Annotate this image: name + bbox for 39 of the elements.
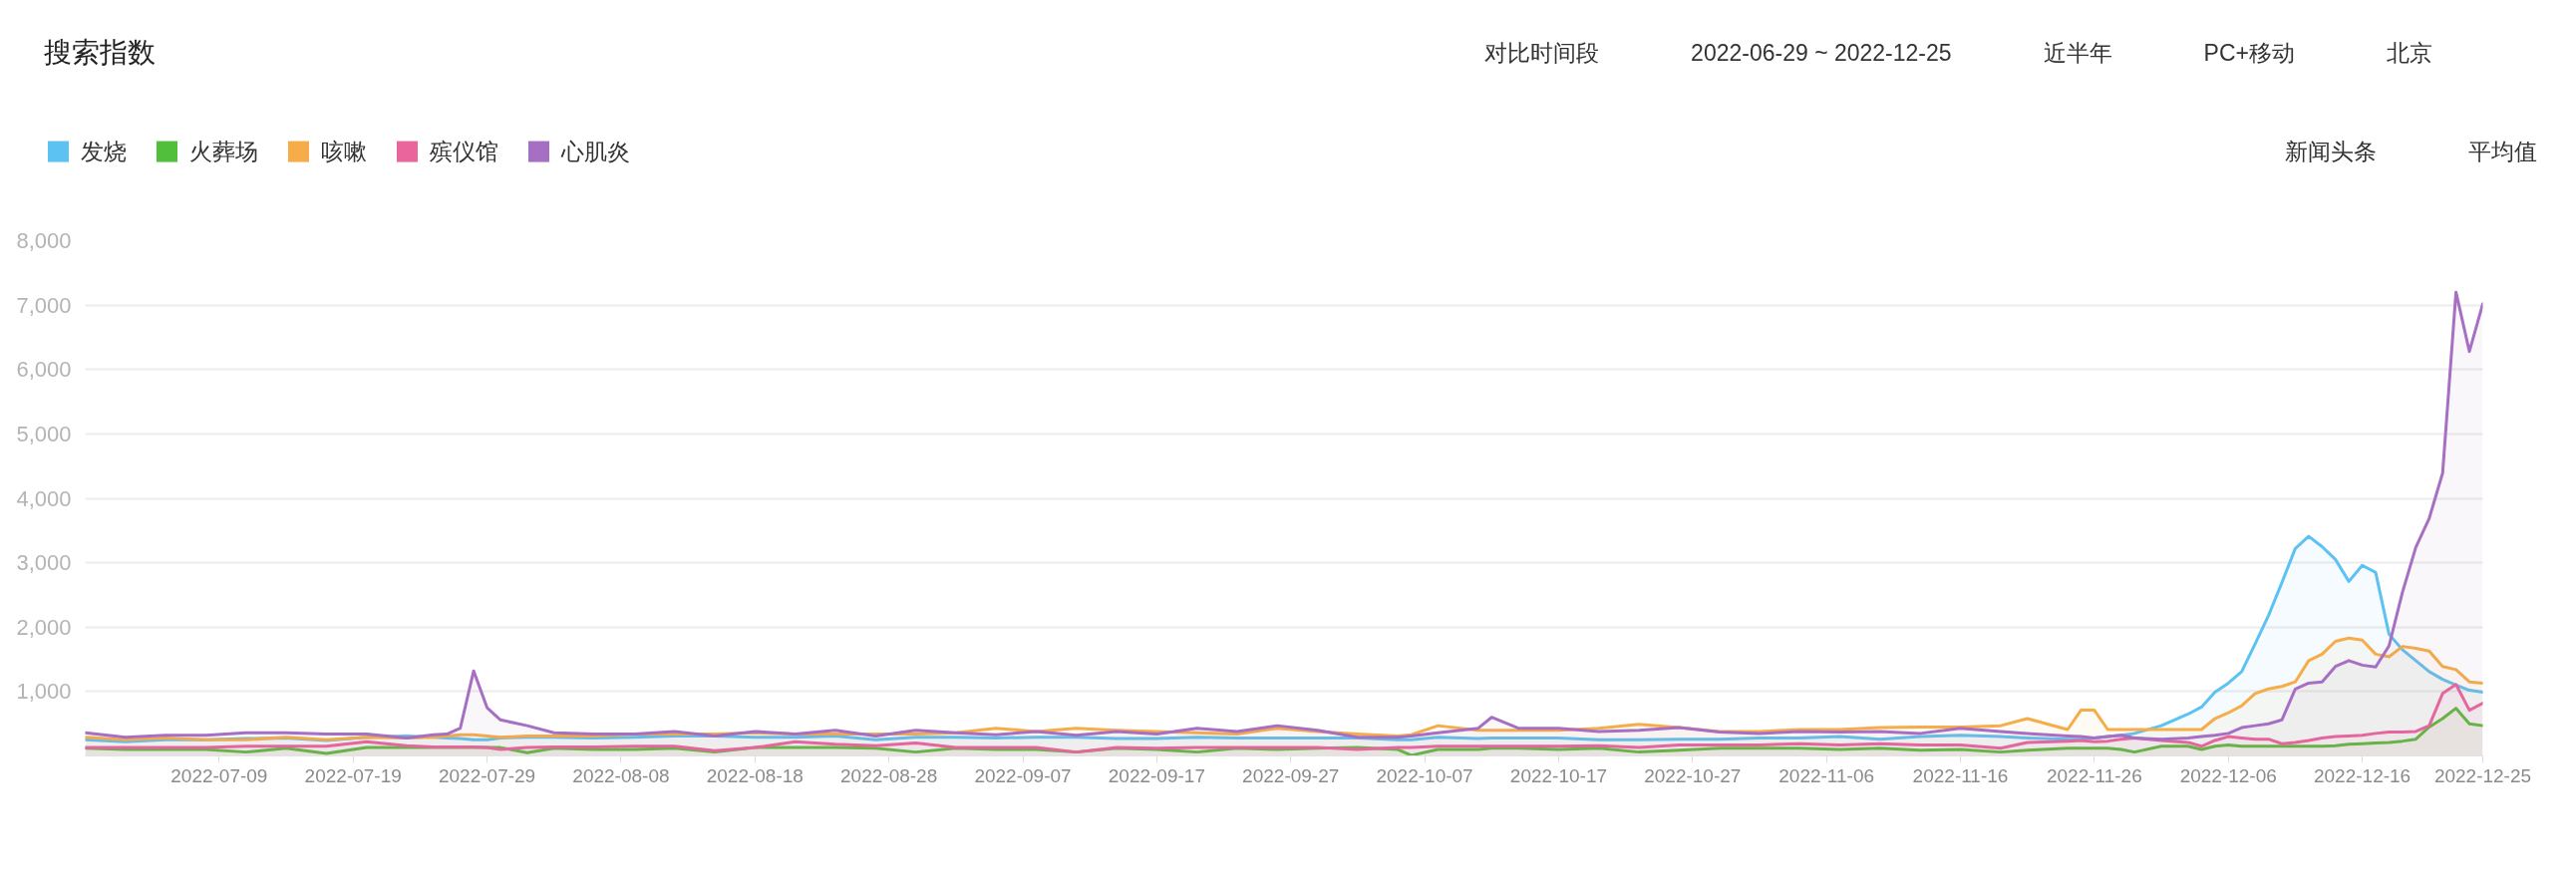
x-tick-label: 2022-10-07 — [1376, 764, 1473, 786]
x-tick-label: 2022-09-07 — [974, 764, 1072, 786]
y-tick-label: 8,000 — [16, 228, 72, 253]
legend-label: 发烧 — [81, 137, 127, 166]
x-tick-label: 2022-07-29 — [438, 764, 536, 786]
y-tick-label: 4,000 — [16, 485, 72, 511]
x-tick-label: 2022-12-25 — [2433, 764, 2532, 786]
x-tick-label: 2022-11-06 — [1778, 764, 1875, 786]
y-tick-label: 2,000 — [16, 614, 72, 640]
y-tick-label: 7,000 — [16, 292, 72, 318]
y-tick-label: 1,000 — [16, 679, 72, 705]
y-tick-label: 6,000 — [16, 357, 72, 383]
legend-label: 火葬场 — [189, 137, 258, 166]
x-tick-label: 2022-11-26 — [2046, 764, 2142, 786]
legend-label: 咳嗽 — [321, 137, 367, 166]
x-tick-label: 2022-09-17 — [1108, 764, 1205, 786]
x-tick-label: 2022-08-18 — [706, 764, 804, 786]
y-tick-label: 3,000 — [16, 550, 72, 576]
text: 平均值 — [2468, 137, 2537, 166]
y-tick-label: 5,000 — [16, 421, 72, 446]
x-tick-label: 2022-10-17 — [1509, 764, 1608, 786]
x-tick-label: 2022-12-06 — [2179, 764, 2277, 786]
x-tick-label: 2022-11-16 — [1912, 764, 2009, 786]
text: 对比时间段 — [1484, 38, 1600, 68]
x-tick-label: 2022-12-16 — [2313, 764, 2412, 786]
text: PC+移动 — [2203, 38, 2295, 68]
legend-label: 心肌炎 — [561, 137, 630, 166]
x-tick-label: 2022-08-08 — [572, 764, 670, 786]
x-tick-label: 2022-07-09 — [170, 764, 268, 786]
text: 近半年 — [2043, 38, 2112, 68]
text: 2022-06-29 ~ 2022-12-25 — [1691, 38, 1952, 68]
text: 北京 — [2387, 38, 2432, 68]
text: 新闻头条 — [2285, 137, 2377, 166]
x-tick-label: 2022-07-19 — [304, 764, 402, 786]
chart-title: 搜索指数 — [44, 36, 156, 70]
x-tick-label: 2022-09-27 — [1242, 764, 1340, 786]
legend-label: 殡仪馆 — [430, 137, 498, 166]
x-tick-label: 2022-10-27 — [1644, 764, 1742, 786]
x-tick-label: 2022-08-28 — [840, 764, 938, 786]
